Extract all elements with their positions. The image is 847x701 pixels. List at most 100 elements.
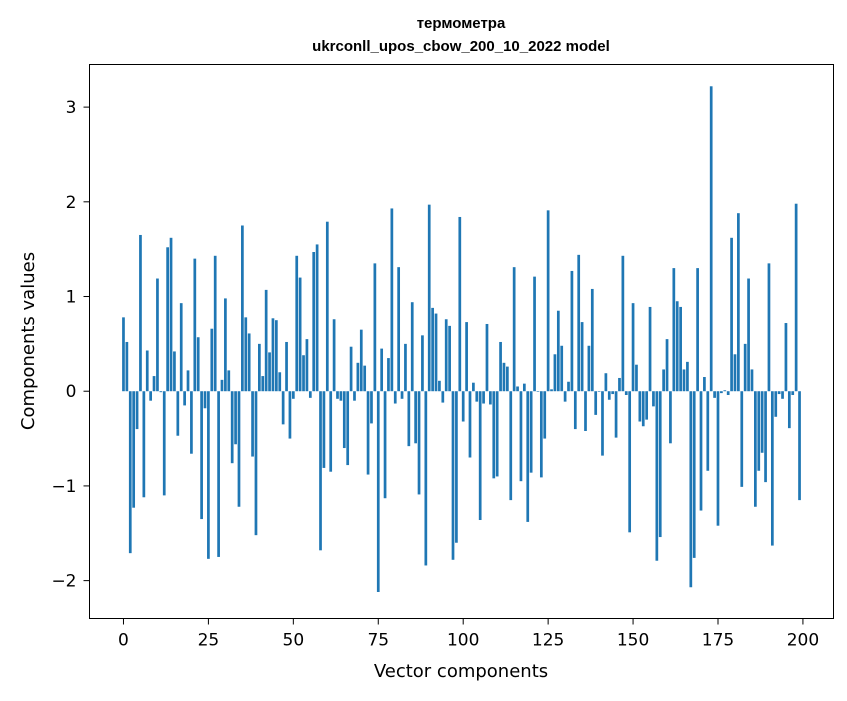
bar xyxy=(407,391,411,447)
bar xyxy=(234,391,237,445)
x-tick-label: 175 xyxy=(702,631,734,651)
bar xyxy=(142,391,146,498)
bar xyxy=(224,298,227,392)
bar xyxy=(190,391,193,454)
bar xyxy=(506,366,509,392)
x-tick-label: 50 xyxy=(283,631,305,651)
x-tick-label: 125 xyxy=(532,631,564,651)
bar xyxy=(258,343,261,392)
bar xyxy=(658,391,662,538)
bar xyxy=(502,362,506,392)
bar xyxy=(400,391,404,399)
bar-series xyxy=(122,86,801,592)
x-tick-label: 0 xyxy=(118,631,129,651)
bar xyxy=(319,391,322,551)
chart-title-line-2: ukrconll_upos_cbow_200_10_2022 model xyxy=(312,38,610,55)
bar xyxy=(757,391,761,471)
bar xyxy=(543,391,547,439)
y-tick-label: 2 xyxy=(66,193,77,213)
bar xyxy=(556,310,560,392)
bar xyxy=(230,391,234,464)
bar xyxy=(567,381,570,392)
bar xyxy=(601,391,604,456)
bar xyxy=(509,391,513,501)
bar xyxy=(737,213,740,392)
bar xyxy=(638,391,642,422)
bar xyxy=(662,369,665,392)
bar xyxy=(723,390,727,392)
bar xyxy=(387,358,390,392)
bar xyxy=(770,391,774,546)
bar xyxy=(774,391,778,417)
bar xyxy=(720,391,723,394)
plot-frame xyxy=(89,64,834,619)
y-tick-label: −2 xyxy=(51,572,76,592)
bar xyxy=(404,343,407,392)
bar xyxy=(302,355,305,392)
bar xyxy=(271,318,275,392)
bar xyxy=(512,267,516,392)
bar xyxy=(645,391,649,420)
bar xyxy=(366,391,370,475)
bar xyxy=(621,255,625,392)
bar xyxy=(740,391,744,487)
bar xyxy=(305,339,309,392)
bar xyxy=(417,391,421,495)
chart-title-line-1: термометра xyxy=(417,15,506,32)
bar xyxy=(791,391,795,396)
bar xyxy=(743,343,747,392)
bar xyxy=(441,391,445,403)
bar xyxy=(237,391,241,507)
bar xyxy=(332,319,336,392)
bar xyxy=(200,391,203,520)
bar xyxy=(529,391,533,473)
bar xyxy=(787,391,791,429)
bar xyxy=(370,391,373,424)
bar xyxy=(424,391,428,566)
y-tick-label: 3 xyxy=(66,98,77,118)
bar xyxy=(767,263,771,392)
bar xyxy=(346,391,350,466)
y-axis-label: Components values xyxy=(18,252,39,430)
bar xyxy=(162,391,166,496)
bar xyxy=(754,391,757,507)
bar xyxy=(285,341,288,392)
bar xyxy=(322,391,326,468)
bar xyxy=(665,339,669,392)
x-axis: 0 25 50 75 100 125 150 175 200 xyxy=(118,618,819,651)
bar xyxy=(631,303,635,392)
bar xyxy=(777,391,781,395)
bar xyxy=(798,391,801,501)
bar xyxy=(584,391,587,431)
bar xyxy=(468,391,472,458)
bar xyxy=(397,267,401,392)
bar xyxy=(390,208,394,392)
bar xyxy=(183,391,186,406)
bar xyxy=(268,352,271,392)
bar xyxy=(747,278,750,392)
bar xyxy=(669,391,672,444)
x-tick-label: 25 xyxy=(198,631,220,651)
bar xyxy=(207,391,210,559)
bar xyxy=(210,328,214,392)
bar xyxy=(485,323,489,392)
x-tick-label: 100 xyxy=(447,631,479,651)
bar xyxy=(563,391,567,402)
bar xyxy=(363,365,367,392)
bar xyxy=(427,204,431,392)
bar xyxy=(682,369,686,392)
bar xyxy=(781,391,784,399)
bar xyxy=(726,391,730,396)
y-tick-label: 1 xyxy=(66,288,77,308)
bar xyxy=(315,244,319,392)
bar xyxy=(794,203,798,392)
bar xyxy=(203,391,207,409)
bar xyxy=(288,391,292,439)
bar xyxy=(607,391,611,400)
bar xyxy=(247,333,251,392)
bar xyxy=(577,254,581,392)
y-tick-label: 0 xyxy=(66,382,77,402)
bar xyxy=(135,391,139,430)
bar xyxy=(696,268,699,392)
bar xyxy=(196,337,200,392)
